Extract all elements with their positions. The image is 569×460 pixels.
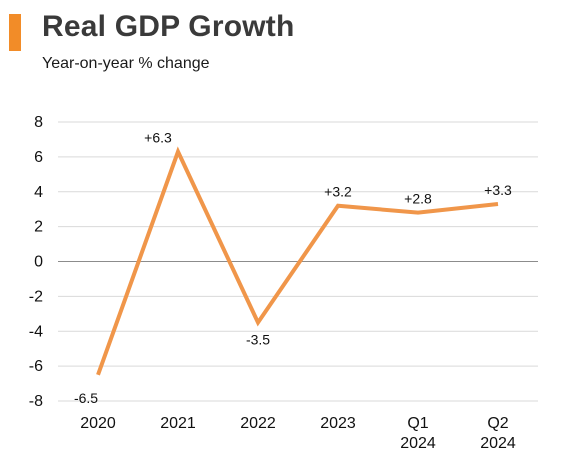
chart-title: Real GDP Growth [42, 10, 295, 43]
data-label: -6.5 [74, 390, 98, 406]
series-line [96, 146, 499, 376]
title-accent-bar [9, 14, 21, 51]
x-tick-label: 2024 [480, 435, 516, 452]
x-tick-label: 2021 [160, 415, 196, 432]
y-tick-label: -4 [29, 323, 43, 340]
x-tick-label: 2024 [400, 435, 436, 452]
x-tick-label: Q2 [487, 415, 508, 432]
data-label: +6.3 [144, 130, 172, 146]
x-tick-label: 2023 [320, 415, 356, 432]
y-tick-label: -2 [29, 288, 43, 305]
x-tick-label: 2022 [240, 415, 276, 432]
y-tick-label: 2 [34, 219, 43, 236]
y-tick-label: 8 [34, 114, 43, 131]
x-tick-label: 2020 [80, 415, 116, 432]
y-tick-label: 0 [34, 254, 43, 271]
data-label: +3.3 [484, 182, 512, 198]
y-tick-label: 4 [34, 184, 43, 201]
data-label: +2.8 [404, 191, 432, 207]
y-tick-label: 6 [34, 149, 43, 166]
x-tick-label: Q1 [407, 415, 428, 432]
data-label: -3.5 [246, 332, 270, 348]
chart-subtitle: Year-on-year % change [42, 55, 210, 72]
data-label: +3.2 [324, 184, 352, 200]
y-tick-label: -8 [29, 393, 43, 410]
y-tick-label: -6 [29, 358, 43, 375]
